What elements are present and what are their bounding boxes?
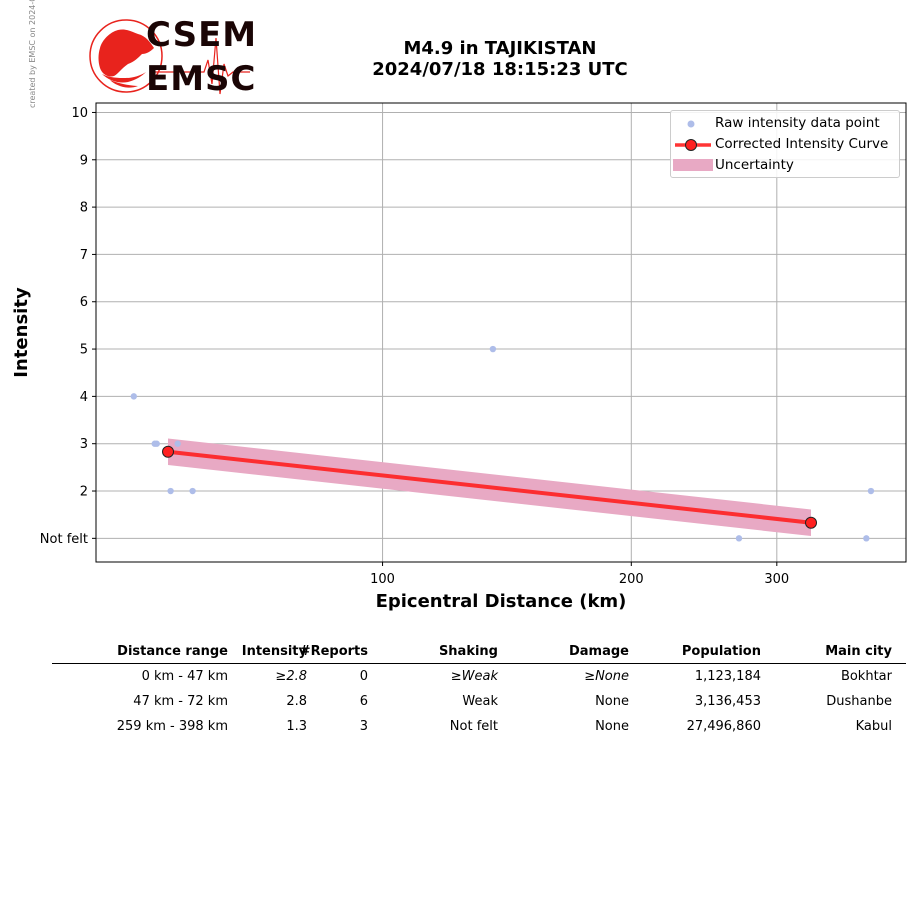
title-line-2: 2024/07/18 18:15:23 UTC xyxy=(372,59,628,80)
y-tick-label: 8 xyxy=(80,201,88,216)
cell-shaking: Not felt xyxy=(449,719,498,734)
cell-damage: None xyxy=(595,694,629,709)
y-tick-label: 9 xyxy=(80,153,88,168)
y-tick-label: 2 xyxy=(80,485,88,500)
title-line-1: M4.9 in TAJIKISTAN xyxy=(403,38,597,59)
table-row: 259 km - 398 km 1.3 3 Not felt None 27,496,86… xyxy=(52,719,906,739)
chart-title: M4.9 in TAJIKISTAN 2024/07/18 18:15:23 U… xyxy=(300,38,700,80)
y-tick-label: 5 xyxy=(80,343,88,358)
header-distance-range: Distance range xyxy=(117,644,228,659)
header-shaking: Shaking xyxy=(438,644,498,659)
y-axis-label: Intensity xyxy=(11,287,32,378)
legend: Raw intensity data point Corrected Inten… xyxy=(670,110,900,178)
emsc-logo: CSEM EMSC xyxy=(88,18,258,98)
cell-reports: 3 xyxy=(359,719,368,734)
cell-distance-range: 0 km - 47 km xyxy=(141,669,228,684)
y-tick-label: 7 xyxy=(80,248,88,263)
raw-data-point xyxy=(130,393,138,400)
raw-data-point xyxy=(489,345,497,353)
legend-item-raw: Raw intensity data point xyxy=(671,113,899,133)
x-tick-label: 300 xyxy=(764,572,789,587)
cell-population: 3,136,453 xyxy=(694,694,761,709)
curve-marker xyxy=(805,516,818,529)
y-tick-label: 4 xyxy=(80,390,88,405)
raw-data-point xyxy=(189,487,196,495)
cell-intensity: 2.8 xyxy=(286,694,307,709)
cell-shaking: ≥Weak xyxy=(450,669,498,684)
raw-point-icon xyxy=(687,120,695,128)
legend-label-raw: Raw intensity data point xyxy=(715,115,880,131)
curve-marker xyxy=(162,445,175,458)
corrected-intensity-line xyxy=(167,449,812,525)
header-main-city: Main city xyxy=(825,644,892,659)
y-tick-label: 6 xyxy=(80,295,88,310)
cell-main-city: Dushanbe xyxy=(826,694,892,709)
logo-text-emsc: EMSC xyxy=(146,59,257,99)
raw-data-point xyxy=(735,535,743,542)
cell-reports: 6 xyxy=(359,694,368,709)
legend-item-curve: Corrected Intensity Curve xyxy=(671,134,899,154)
cell-damage: None xyxy=(595,719,629,734)
cell-distance-range: 47 km - 72 km xyxy=(133,694,228,709)
cell-shaking: Weak xyxy=(462,694,498,709)
y-tick-label: 3 xyxy=(80,437,88,452)
table-row: 0 km - 47 km ≥2.8 0 ≥Weak ≥None 1,123,184 Bokh… xyxy=(52,669,906,689)
cell-population: 27,496,860 xyxy=(686,719,761,734)
raw-data-point xyxy=(167,487,174,495)
legend-label-curve: Corrected Intensity Curve xyxy=(715,136,889,152)
intensity-chart: Not felt 2 3 4 5 6 7 8 9 10 100 200 300 Epicentral Di… xyxy=(11,102,907,612)
legend-label-uncertainty: Uncertainty xyxy=(715,157,794,173)
cell-reports: 0 xyxy=(359,669,368,684)
globe-logo-icon xyxy=(89,19,250,95)
cell-damage: ≥None xyxy=(584,669,629,684)
cell-population: 1,123,184 xyxy=(694,669,761,684)
cell-distance-range: 259 km - 398 km xyxy=(116,719,228,734)
x-axis-label: Epicentral Distance (km) xyxy=(376,591,627,612)
header-intensity: Intensity xyxy=(241,644,307,659)
cell-intensity: ≥2.8 xyxy=(275,669,307,684)
table-row: 47 km - 72 km 2.8 6 Weak None 3,136,453 Dushan… xyxy=(52,694,906,714)
raw-data-point xyxy=(863,535,870,542)
y-tick-label: 10 xyxy=(71,106,88,121)
cell-main-city: Bokhtar xyxy=(840,669,892,684)
curve-line-icon xyxy=(675,139,711,151)
header-reports: #Reports xyxy=(299,644,368,659)
raw-data-point xyxy=(867,487,875,495)
x-tick-label: 200 xyxy=(619,572,644,587)
table-header-rule xyxy=(52,663,906,664)
table-header: Distance range Intensity #Reports Shaking Da… xyxy=(52,644,906,664)
x-tick-label: 100 xyxy=(370,572,395,587)
legend-item-uncertainty: Uncertainty xyxy=(671,155,899,175)
raw-data-point xyxy=(153,440,160,447)
header-damage: Damage xyxy=(568,644,629,659)
cell-main-city: Kabul xyxy=(855,719,892,734)
uncertainty-band-icon xyxy=(673,159,713,171)
plot-frame xyxy=(95,102,907,563)
cell-intensity: 1.3 xyxy=(286,719,307,734)
logo-text-csem: CSEM xyxy=(146,15,258,55)
raw-data-point xyxy=(174,440,181,447)
header-population: Population xyxy=(681,644,761,659)
y-tick-label: Not felt xyxy=(40,532,88,547)
